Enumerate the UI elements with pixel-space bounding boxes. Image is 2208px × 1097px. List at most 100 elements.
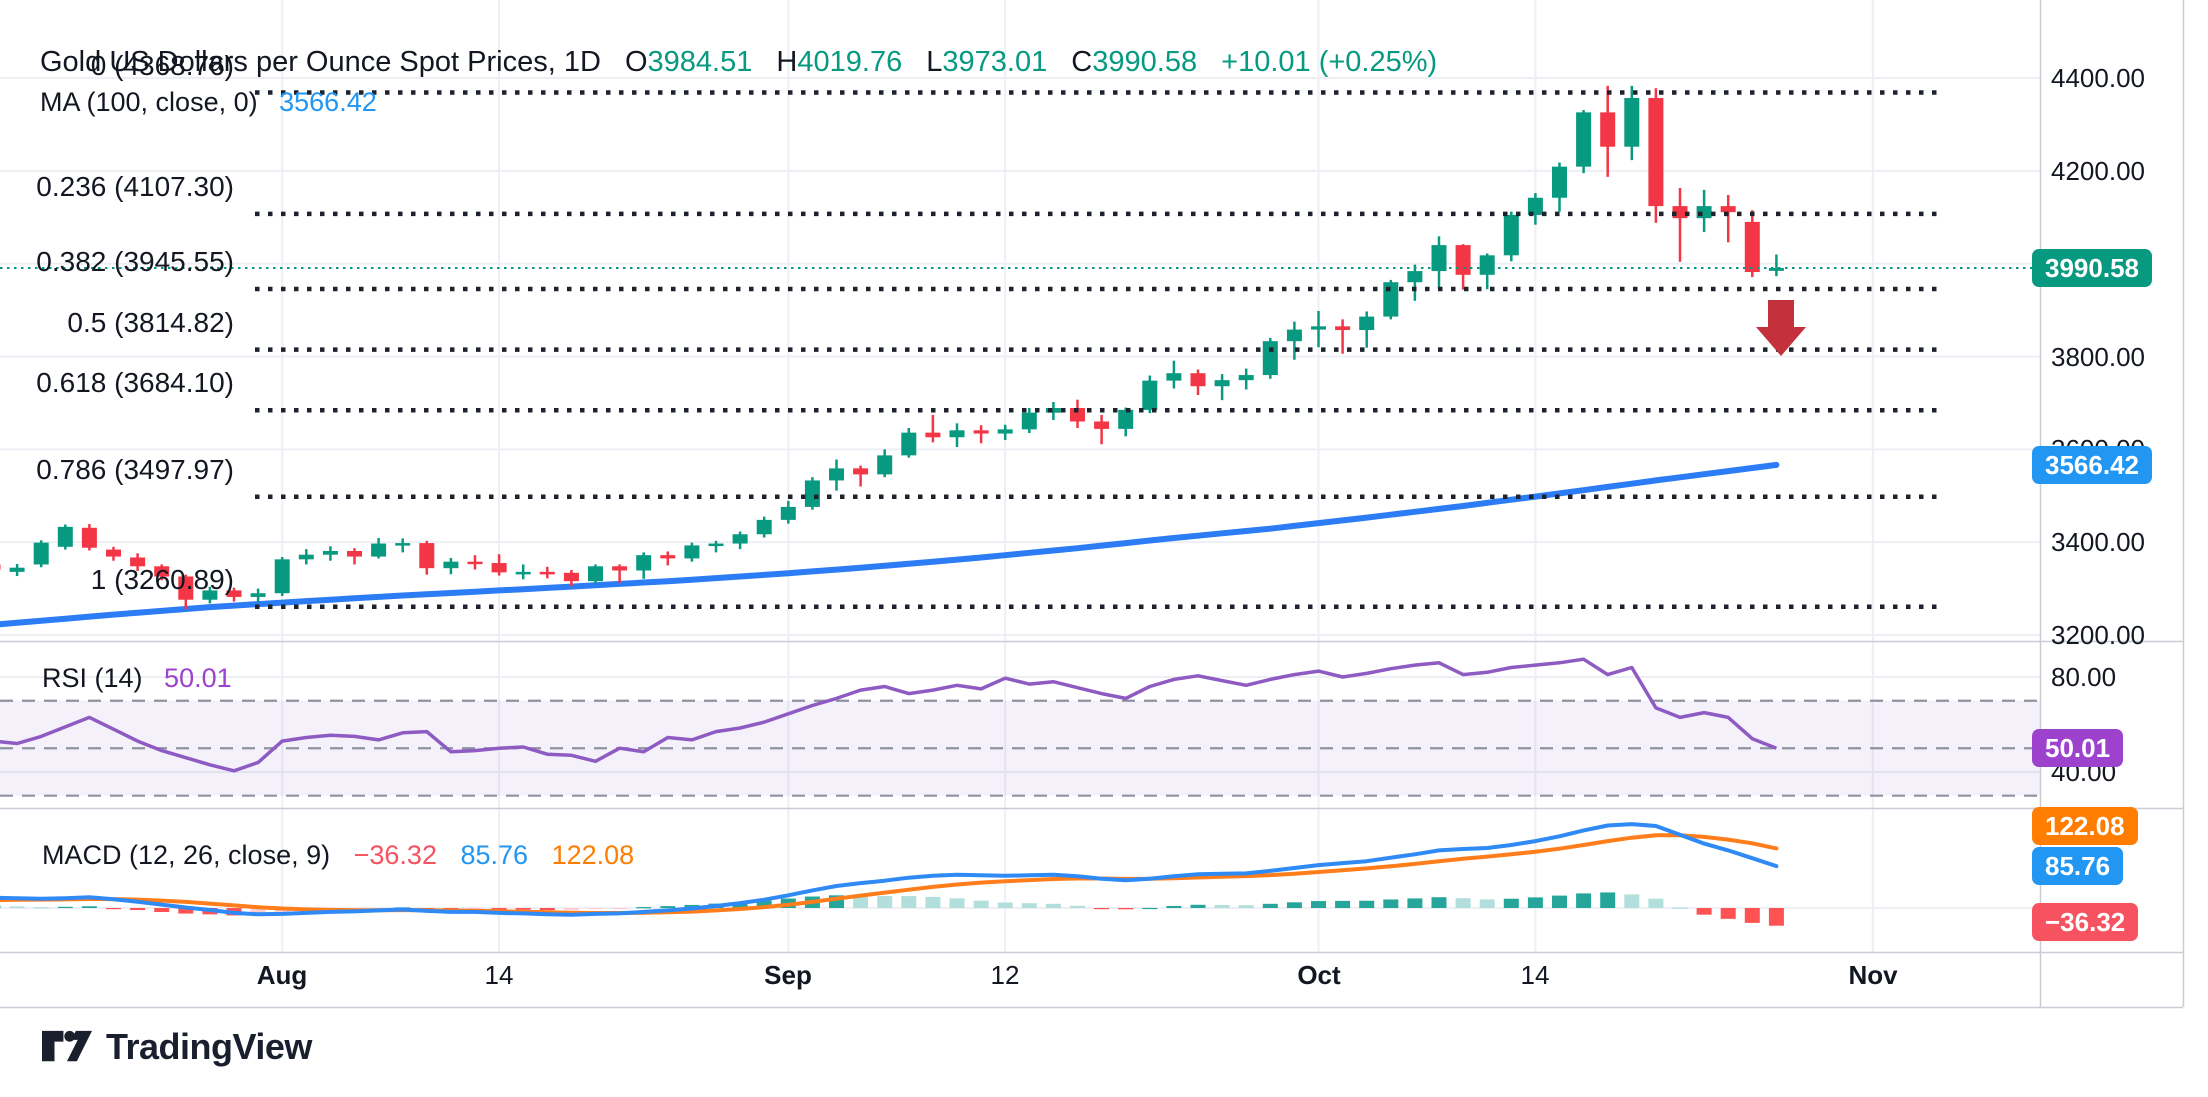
candle-body-up (1576, 112, 1592, 167)
down-arrow-annotation (1756, 300, 1806, 356)
candle-body-down (154, 566, 170, 577)
macd-histogram-bar (1214, 905, 1230, 908)
candle-body-up (901, 432, 917, 456)
candle-body-up (1021, 412, 1037, 430)
candle-body-down (1190, 373, 1206, 387)
time-axis-label: Sep (764, 960, 812, 990)
candle-body-up (322, 550, 338, 555)
candle-body-up (371, 543, 387, 557)
candle-body-up (33, 542, 49, 565)
candle-body-up (684, 545, 700, 559)
macd-histogram-bar (1455, 898, 1471, 908)
time-axis-label: 12 (990, 960, 1020, 990)
candle-body-up (1624, 97, 1640, 147)
price-axis-label: 4400.00 (2051, 63, 2145, 93)
macd-histogram-bar (491, 908, 507, 910)
macd-histogram-bar (1527, 897, 1543, 908)
candle-body-down (1600, 112, 1616, 147)
candle-body-down (612, 566, 628, 571)
macd-histogram-bar (588, 908, 603, 910)
candle-body-down (347, 550, 362, 557)
macd-histogram-bar (756, 900, 772, 908)
ma-value-badge: 3566.42 (2032, 446, 2152, 484)
macd-histogram-bar (106, 908, 121, 910)
candle-body-up (202, 590, 218, 600)
time-axis-label: Oct (1297, 960, 1341, 990)
candle-body-up (1359, 316, 1375, 331)
candle-body-down (419, 543, 435, 569)
macd-histogram-bar (1648, 898, 1664, 908)
ohlc-open-value: 3984.51 (647, 46, 753, 78)
macd-histogram-bar (81, 906, 97, 908)
ma-indicator-row: MA (100, close, 0) 3566.42 (40, 87, 377, 118)
macd-histogram-bar (1672, 907, 1688, 909)
macd-histogram-bar (130, 908, 146, 911)
macd-signal-badge: 122.08 (2032, 807, 2138, 845)
ohlc-low: L3973.01 (926, 46, 1048, 78)
macd-histogram-bar (1383, 899, 1399, 908)
candle-body-up (1214, 380, 1230, 387)
candle-body-down (1455, 245, 1471, 275)
candle-body-up (949, 430, 965, 438)
macd-histogram-bar (1624, 894, 1640, 908)
candle-body-up (1238, 375, 1254, 381)
candle-body-up (9, 567, 25, 572)
macd-signal-line (0, 833, 1779, 915)
time-axis-label: 14 (1520, 960, 1550, 990)
macd-histogram-bar (33, 907, 49, 909)
macd-indicator-row: MACD (12, 26, close, 9) −36.32 85.76 122… (42, 840, 634, 871)
candle-body-down (973, 430, 989, 434)
fib-level-label: 0.236 (4107.30) (36, 171, 234, 202)
candle-body-down (853, 468, 869, 475)
candle-body-down (1744, 221, 1760, 273)
candle-body-down (0, 564, 1, 570)
macd-histogram-bar (973, 900, 989, 908)
tradingview-logo[interactable]: TradingView (42, 1024, 312, 1070)
macd-histogram-bar (563, 908, 579, 911)
candle-body-down (178, 576, 194, 600)
macd-histogram-bar (1359, 900, 1375, 908)
symbol-header: Gold US Dollars per Ounce Spot Prices, 1… (40, 46, 1437, 79)
ohlc-close-value: 3990.58 (1092, 46, 1198, 78)
ma100-line (0, 461, 1780, 628)
candle-body-up (708, 543, 724, 547)
last-price-badge: 3990.58 (2032, 249, 2152, 287)
candle-body-up (1118, 409, 1134, 429)
candle-body-up (588, 566, 603, 582)
candle-body-up (636, 555, 652, 571)
fib-level-label: 0.786 (3497.97) (36, 454, 234, 485)
candle-body-down (226, 590, 242, 597)
macd-histogram-bar (1094, 908, 1110, 910)
candle-body-up (395, 543, 411, 546)
candle-body-up (1479, 255, 1495, 275)
candle-body-up (1166, 373, 1182, 381)
candle-body-up (57, 526, 73, 547)
price-axis-label: 3200.00 (2051, 620, 2145, 650)
candle-body-up (1383, 282, 1399, 317)
ma-indicator-label: MA (100, close, 0) (40, 87, 258, 117)
candle-body-up (1045, 408, 1061, 413)
candle-body-up (877, 455, 893, 475)
rsi-value-badge: 50.01 (2032, 729, 2124, 767)
macd-histogram-bar (1576, 893, 1592, 908)
ohlc-open: O3984.51 (624, 46, 753, 78)
macd-hist-value: −36.32 (353, 840, 437, 870)
candle-body-up (780, 506, 796, 520)
macd-histogram-bar (925, 896, 941, 908)
candle-body-up (1503, 214, 1519, 256)
macd-histogram-bar (949, 898, 965, 908)
candle-body-up (829, 468, 844, 481)
macd-histogram-bar (660, 906, 676, 908)
ohlc-low-value: 3973.01 (942, 46, 1048, 78)
candle-body-up (1527, 197, 1543, 215)
candle-body-down (467, 561, 483, 565)
candle-body-down (106, 549, 121, 557)
macd-histogram-bar (1190, 904, 1206, 908)
tradingview-logo-icon (42, 1030, 92, 1062)
candle-body-down (563, 572, 579, 582)
macd-line-badge: 85.76 (2032, 847, 2124, 885)
rsi-line (0, 657, 1778, 773)
candle-body-up (298, 554, 314, 560)
